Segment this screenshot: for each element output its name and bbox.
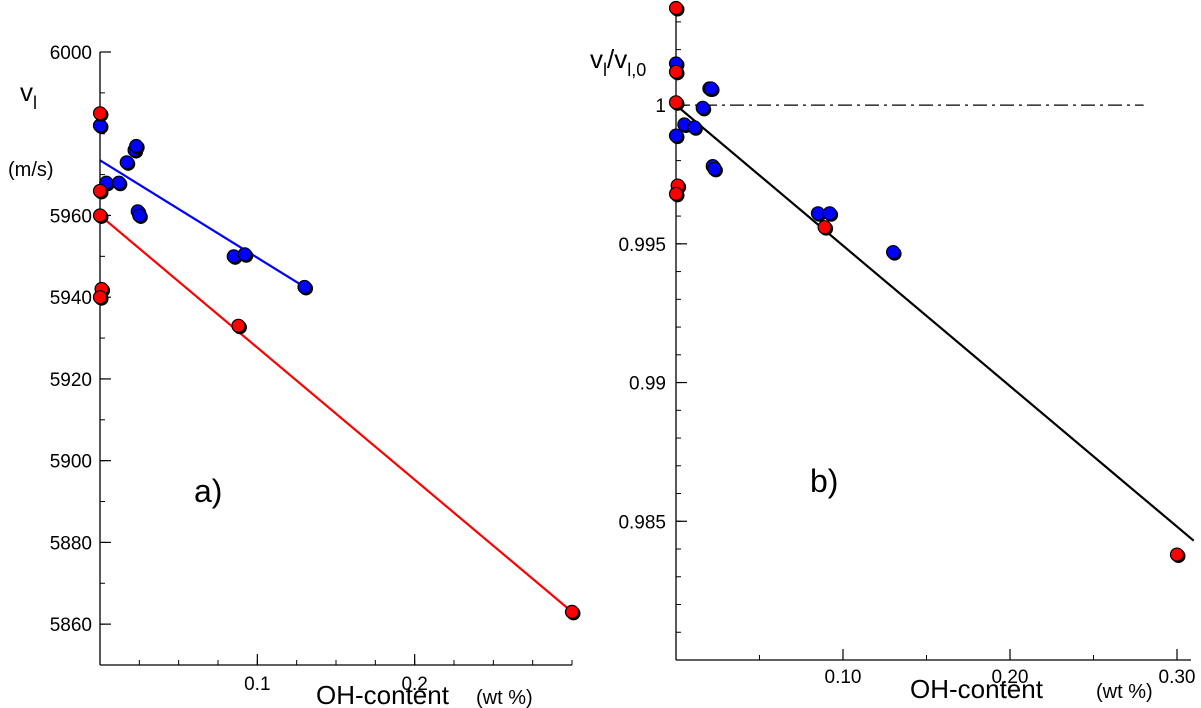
panel-a-y-tick-label: 5900 [50,452,92,473]
panel-b-point [668,0,684,16]
panel-b-point [1169,547,1185,562]
panel-b-point [687,120,702,135]
panel-a-y-tick-label: 5860 [50,615,92,636]
panel-b-xunit: (wt %) [1096,681,1153,703]
panel-a-x-tick-label: 0.1 [244,674,270,695]
panel-b-fit-line [675,104,1195,542]
panel-a-point [237,247,252,262]
panel-a-xlabel: OH-content [316,680,450,708]
panel-b-point [707,161,722,177]
panel-b-lines [675,104,1195,542]
panel-b-axes: 0.985 0.99 0.995 1 0.10 0.20 0.30 [618,8,1196,688]
panel-a-fit-lines [99,159,573,613]
panel-a-y-tick-label: 5880 [50,533,92,554]
panel-b-point [668,95,684,110]
panel-b-xlabel: OH-content [910,674,1044,704]
panel-b-points [668,0,1186,564]
panel-a-point [231,318,246,333]
panel-a-point [119,155,134,170]
panel-b-y-tick-label: 0.99 [629,374,666,395]
panel-b-x-tick-label: 0.30 [1159,667,1196,688]
panel-a-point [564,604,580,619]
panel-b-x-tick-label: 0.10 [825,667,862,688]
panel-b-point [817,220,832,235]
panel-a-point [111,175,126,190]
panel-b-y-tick-label: 1 [655,96,666,117]
panel-a-ylabel: vl [20,77,37,113]
panel-a-y-tick-label: 5940 [50,288,92,309]
panel-a-point [92,208,108,223]
panel-b-x-tick-label: 0.20 [992,667,1029,688]
panel-a-point [92,290,108,305]
panel-b-point [668,64,684,79]
panel-b: 0.985 0.99 0.995 1 0.10 0.20 0.30 vl/vl,0 OH-c… [590,0,1195,704]
panel-b-point [822,206,837,221]
panel-a-fit-line [99,159,306,288]
panel-a-points [92,106,581,621]
panel-b-point [885,245,901,260]
panel-a-point [297,279,312,295]
panel-a-xunit: (wt %) [476,687,533,708]
panel-a-x-tick-label: 0.2 [401,674,427,695]
panel-b-ylabel: vl/vl,0 [590,44,646,80]
panel-b-point [668,186,684,201]
panel-a-point [129,138,144,154]
panel-a-point [92,183,108,199]
panel-a-point [92,106,108,121]
panel-a-y-tick-label: 6000 [50,43,92,64]
panel-a-y-tick-label: 5960 [50,206,92,227]
panel-b-point [668,128,684,143]
panel-b-point [695,100,710,115]
panel-a-label: a) [194,473,222,509]
panel-b-point [810,206,826,221]
panel-a-fit-line [99,214,573,613]
panel-b-point [703,81,719,96]
panel-a: 5860 5880 5900 5920 5940 5960 6000 0.1 0.2 vl (m… [8,43,581,708]
panel-b-y-tick-label: 0.985 [618,512,666,533]
panel-b-label: b) [810,463,838,499]
panel-a-point [132,208,147,223]
panel-a-y-tick-label: 5920 [50,370,92,391]
panel-b-y-tick-label: 0.995 [618,235,666,256]
panel-a-yunit: (m/s) [8,159,54,181]
panel-a-axes: 5860 5880 5900 5920 5940 5960 6000 0.1 0.2 [50,43,573,695]
